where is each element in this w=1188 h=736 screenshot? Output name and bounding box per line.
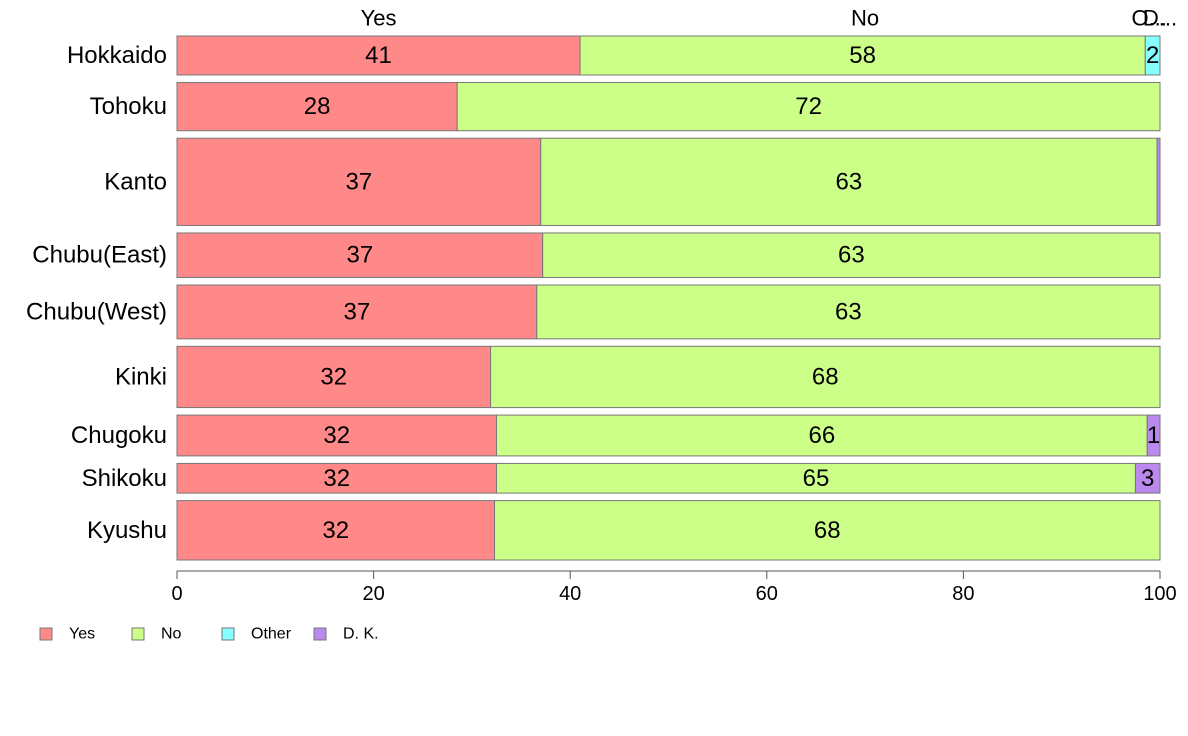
bar-hokkaido-other: [1144, 35, 1161, 76]
bar-chugoku-no: [495, 414, 1148, 457]
bar-chugoku-d-k: [1146, 414, 1161, 457]
x-tick-label-60: 60: [756, 583, 778, 605]
top-label-o: O...: [1131, 6, 1166, 31]
bar-label-kyushu-no: 68: [814, 517, 841, 544]
top-label-yes: Yes: [361, 6, 397, 31]
category-label-tohoku: Tohoku: [90, 93, 167, 120]
x-tick-label-20: 20: [362, 583, 384, 605]
bar-kinki-yes: [176, 345, 492, 409]
bar-shikoku-d-k: [1134, 462, 1161, 494]
category-label-kyushu: Kyushu: [87, 517, 167, 544]
bar-label-hokkaido-yes: 41: [365, 42, 392, 69]
category-label-chubu-west: Chubu(West): [26, 298, 167, 325]
category-label-shikoku: Shikoku: [82, 465, 167, 492]
top-label-no: No: [851, 6, 879, 31]
bar-label-kanto-no: 63: [836, 168, 863, 195]
bar-hokkaido-no: [579, 35, 1146, 76]
bar-label-shikoku-yes: 32: [323, 465, 350, 492]
bar-label-chubu-west-yes: 37: [344, 298, 371, 325]
legend-label-d-k: D. K.: [343, 626, 379, 643]
x-tick-label-0: 0: [171, 583, 182, 605]
category-label-kanto: Kanto: [104, 168, 167, 195]
legend-label-yes: Yes: [69, 626, 95, 643]
legend-swatch-yes: [39, 627, 53, 641]
bar-label-kinki-no: 68: [812, 363, 839, 390]
bar-label-tohoku-no: 72: [795, 93, 822, 120]
category-label-kinki: Kinki: [115, 363, 167, 390]
category-label-chubu-east: Chubu(East): [32, 242, 167, 269]
category-label-hokkaido: Hokkaido: [67, 42, 167, 69]
bar-chugoku-yes: [176, 414, 497, 457]
category-label-chugoku: Chugoku: [71, 422, 167, 449]
bar-kinki-no: [490, 345, 1161, 409]
x-tick-label-100: 100: [1143, 583, 1176, 605]
legend-swatch-no: [131, 627, 145, 641]
bar-chubu-east-yes: [176, 232, 544, 279]
bar-label-shikoku-no: 65: [803, 465, 830, 492]
bar-label-kyushu-yes: 32: [322, 517, 349, 544]
legend-label-other: Other: [251, 626, 292, 643]
legend-swatch-d-k: [313, 627, 327, 641]
bar-label-kinki-yes: 32: [320, 363, 347, 390]
top-label-d: D...: [1143, 6, 1177, 31]
bar-hokkaido-yes: [176, 35, 581, 76]
bar-chubu-west-yes: [176, 284, 538, 340]
bar-tohoku-yes: [176, 81, 458, 132]
bar-label-chubu-west-no: 63: [835, 298, 862, 325]
bar-label-chugoku-d-k: 1: [1147, 422, 1160, 449]
x-tick-label-80: 80: [952, 583, 974, 605]
bar-label-kanto-yes: 37: [346, 168, 373, 195]
legend-label-no: No: [161, 626, 182, 643]
bar-kanto-no: [540, 137, 1158, 226]
legend-swatch-other: [221, 627, 235, 641]
bar-tohoku-no: [456, 81, 1161, 132]
bar-label-chugoku-no: 66: [808, 422, 835, 449]
x-tick-label-40: 40: [559, 583, 581, 605]
bar-label-chubu-east-yes: 37: [346, 242, 373, 269]
bar-kanto-d-k: [1156, 137, 1161, 226]
bar-label-hokkaido-other: 2: [1146, 42, 1159, 69]
bar-label-shikoku-d-k: 3: [1141, 465, 1154, 492]
bar-chubu-east-no: [542, 232, 1161, 279]
bar-label-hokkaido-no: 58: [849, 42, 876, 69]
bar-kyushu-no: [494, 500, 1161, 561]
bar-label-chubu-east-no: 63: [838, 242, 865, 269]
bar-kyushu-yes: [176, 500, 496, 561]
bar-kanto-yes: [176, 137, 542, 226]
bar-label-chugoku-yes: 32: [323, 422, 350, 449]
bar-label-tohoku-yes: 28: [304, 93, 331, 120]
bar-chubu-west-no: [536, 284, 1161, 340]
